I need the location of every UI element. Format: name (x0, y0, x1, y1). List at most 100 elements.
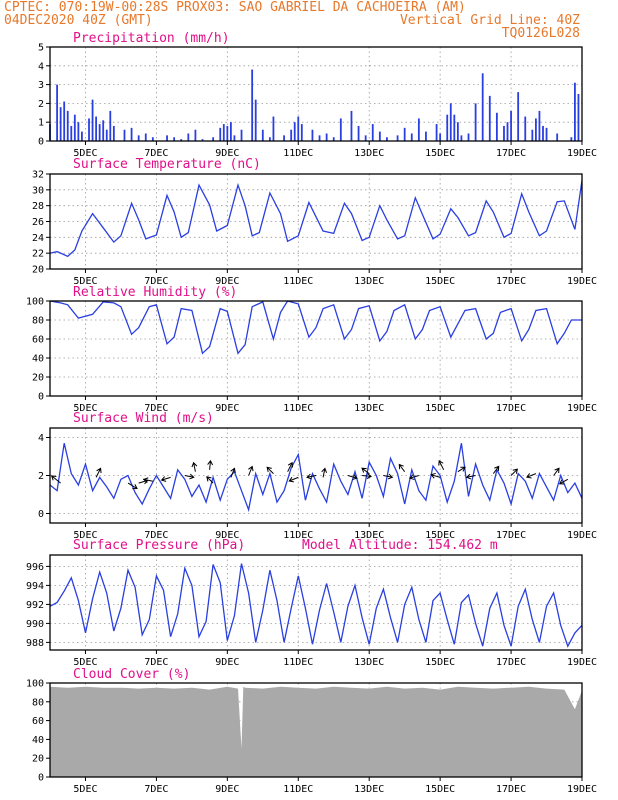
wind-arrow (558, 478, 569, 485)
precip-bar (378, 131, 381, 141)
precip-ytick-label: 0 (38, 137, 44, 148)
precip-bar (300, 124, 303, 141)
wind-arrow (362, 473, 373, 479)
precip-bar (510, 110, 512, 141)
precip-bar (283, 135, 285, 141)
wind-arrow (321, 467, 328, 478)
precip-bar (481, 73, 484, 141)
rh-panel: 0 20 40 60 80 100 5DEC 7DEC 9DEC 11DEC 13DEC 15DEC 1… (26, 285, 597, 414)
precip-bar (102, 120, 105, 141)
precip-xtick-label: 5DEC (73, 148, 97, 159)
precip-bar (325, 133, 328, 141)
wind-xtick-label: 11DEC (283, 530, 313, 541)
wind-ytick-label: 2 (38, 471, 44, 482)
rh-xtick-label: 9DEC (215, 403, 239, 414)
precip-bar (311, 129, 314, 141)
precip-bar (123, 129, 126, 141)
rh-ytick-label: 0 (38, 392, 44, 403)
wind-arrow (184, 473, 195, 480)
pres-title: Surface Pressure (hPa) (73, 538, 245, 553)
precip-bar (460, 135, 463, 141)
pres-xtick-label: 19DEC (567, 657, 597, 668)
pres-xtick-label: 15DEC (425, 657, 455, 668)
precip-bar (130, 127, 133, 141)
precip-bar (425, 131, 427, 141)
wind-arrow (526, 473, 537, 479)
precip-bar (574, 82, 576, 141)
temp-xtick-label: 15DEC (425, 276, 455, 287)
temp-xtick-label: 13DEC (354, 276, 384, 287)
precip-bar (222, 124, 225, 141)
temp-xtick-label: 9DEC (215, 276, 239, 287)
temp-panel: 20 22 24 26 28 30 32 5DEC 7DEC 9DEC 11DEC 13DEC 15DE… (32, 157, 597, 287)
precip-bar (109, 110, 112, 141)
precip-bar (77, 122, 80, 141)
rh-xtick-label: 11DEC (283, 403, 313, 414)
cloud-area (50, 686, 582, 777)
temp-xtick-label: 17DEC (496, 276, 526, 287)
cloud-xtick-label: 9DEC (215, 784, 239, 795)
rh-series-line (49, 300, 582, 355)
wind-xtick-label: 19DEC (567, 530, 597, 541)
precip-bar (212, 137, 215, 141)
precip-bar (251, 69, 254, 141)
precip-bar (542, 125, 544, 141)
cloud-title: Cloud Cover (%) (73, 667, 190, 682)
temp-ytick-label: 30 (32, 185, 44, 196)
rh-ytick-label: 60 (32, 335, 44, 346)
precip-bar (63, 101, 66, 141)
wind-arrow (142, 477, 153, 483)
precip-bar (488, 95, 491, 141)
wind-xtick-label: 13DEC (354, 530, 384, 541)
precip-ytick-label: 5 (38, 43, 44, 54)
rh-title: Relative Humidity (%) (73, 285, 237, 300)
precip-bar (410, 133, 413, 141)
cloud-xtick-label: 5DEC (73, 784, 97, 795)
cloud-ytick-label: 60 (32, 716, 44, 727)
precip-ytick-label: 2 (38, 99, 44, 110)
temp-ytick-label: 28 (32, 201, 44, 212)
wind-arrow (230, 467, 236, 478)
pres-ytick-label: 992 (26, 600, 44, 611)
wind-arrow (191, 461, 198, 472)
precip-xtick-label: 9DEC (215, 148, 239, 159)
precip-bar (506, 122, 509, 141)
pres-panel: 988 990 992 994 996 5DEC 7DEC 9DEC 11DEC 13DEC 15D… (26, 538, 597, 668)
wind-xtick-label: 15DEC (425, 530, 455, 541)
pres-xtick-label: 5DEC (73, 657, 97, 668)
precip-ytick-label: 4 (38, 61, 44, 72)
cloud-xtick-label: 13DEC (354, 784, 384, 795)
rh-xtick-label: 7DEC (144, 403, 168, 414)
precip-bar (350, 110, 353, 141)
cloud-ytick-label: 80 (32, 697, 44, 708)
precip-bar (538, 110, 541, 141)
precip-bar (524, 116, 527, 141)
precip-bar (396, 135, 399, 141)
wind-arrow (361, 467, 370, 474)
cloud-ytick-label: 40 (32, 735, 44, 746)
pres-series-line (49, 563, 583, 648)
rh-xtick-label: 5DEC (73, 403, 97, 414)
temp-ytick-label: 20 (32, 265, 44, 276)
precip-bar (339, 118, 342, 141)
wind-arrow (492, 465, 500, 474)
pres-ytick-label: 996 (26, 562, 44, 573)
precip-bar (56, 84, 58, 141)
precip-bar (318, 135, 321, 141)
precip-bar (194, 129, 197, 141)
precip-frame (49, 46, 583, 142)
precip-bar (474, 103, 477, 141)
wind-ytick-label: 4 (38, 433, 44, 444)
pres-ytick-label: 994 (26, 581, 44, 592)
precip-bar (201, 139, 204, 141)
pres-annotation: Model Altitude: 154.462 m (302, 538, 498, 553)
wind-arrow (398, 463, 406, 472)
wind-arrow (127, 482, 138, 490)
precip-bar (417, 118, 420, 141)
cloud-xtick-label: 7DEC (144, 784, 168, 795)
temp-frame (49, 173, 583, 270)
precip-xtick-label: 19DEC (567, 148, 597, 159)
temp-ytick-label: 22 (32, 249, 44, 260)
precip-xtick-label: 15DEC (425, 148, 455, 159)
precip-bar (226, 125, 229, 141)
